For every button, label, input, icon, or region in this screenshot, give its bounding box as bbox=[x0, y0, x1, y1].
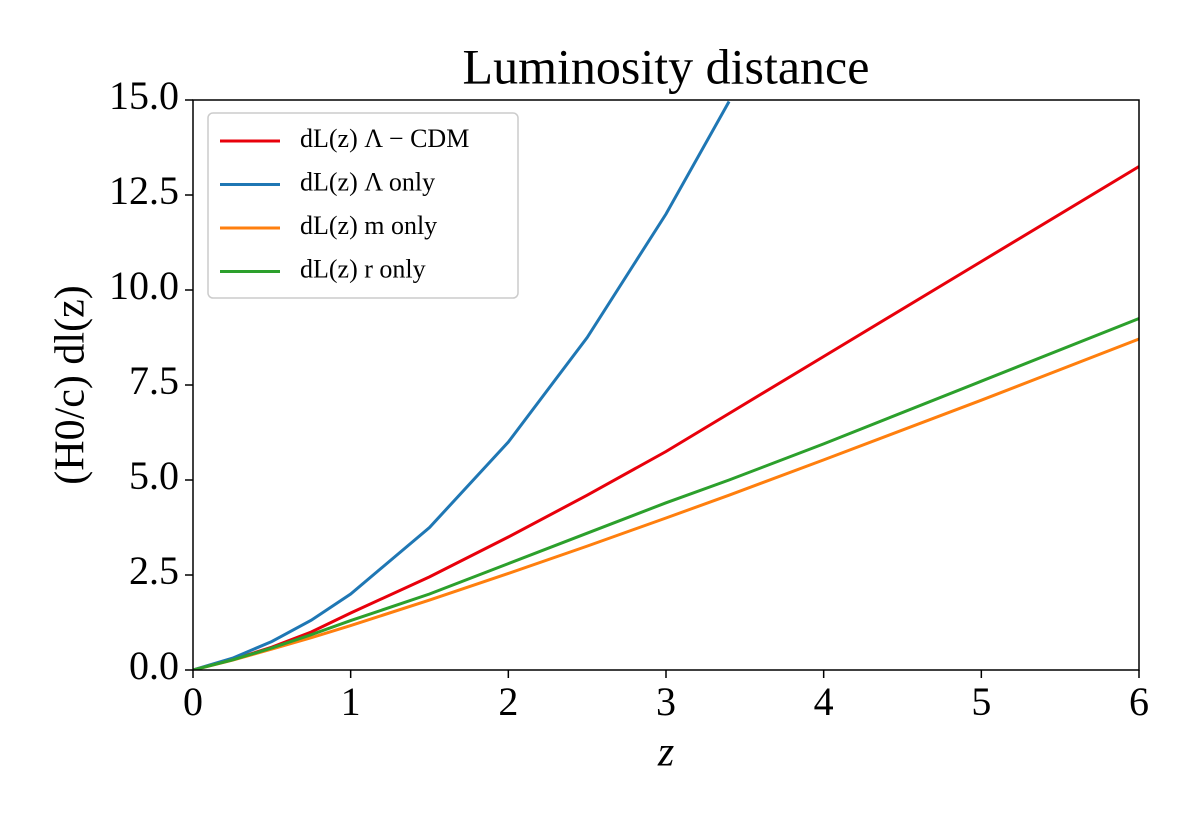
x-tick-label: 3 bbox=[656, 679, 676, 724]
series-line bbox=[193, 100, 731, 670]
legend-label: dL(z) m only bbox=[300, 211, 437, 240]
y-tick-label: 0.0 bbox=[129, 643, 179, 688]
legend-label: dL(z) Λ − CDM bbox=[300, 124, 469, 153]
legend-label: dL(z) r only bbox=[300, 254, 426, 283]
legend-box bbox=[207, 112, 519, 299]
y-tick-label: 2.5 bbox=[129, 548, 179, 593]
series-line bbox=[193, 317, 1139, 670]
chart-title: Luminosity distance bbox=[463, 38, 870, 94]
legend-label: dL(z) Λ only bbox=[300, 167, 435, 196]
x-tick-label: 5 bbox=[971, 679, 991, 724]
legend: dL(z) Λ − CDM dL(z) Λ only dL(z) m only dL(… bbox=[207, 112, 519, 299]
y-tick-label: 7.5 bbox=[129, 358, 179, 403]
plot-frame bbox=[192, 99, 1140, 671]
x-tick-label: 1 bbox=[341, 679, 361, 724]
x-tick-label: 6 bbox=[1129, 679, 1149, 724]
x-tick-label: 0 bbox=[183, 679, 203, 724]
y-tick-label: 12.5 bbox=[109, 168, 179, 213]
y-axis-label: (H0/c) dl(z) bbox=[48, 285, 94, 484]
y-tick-label: 15.0 bbox=[109, 73, 179, 118]
y-tick-label: 10.0 bbox=[109, 263, 179, 308]
x-axis-label: z bbox=[657, 730, 674, 776]
x-tick-label: 4 bbox=[814, 679, 834, 724]
x-tick-label: 2 bbox=[498, 679, 518, 724]
y-tick-label: 5.0 bbox=[129, 453, 179, 498]
